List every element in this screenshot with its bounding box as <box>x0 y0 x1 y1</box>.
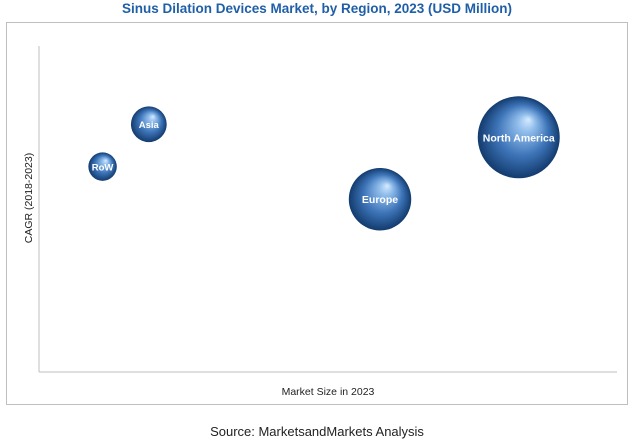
bubble-label-row: RoW <box>92 163 114 174</box>
bubble-asia <box>130 106 167 143</box>
source-note: Source: MarketsandMarkets Analysis <box>210 424 424 439</box>
bubble-label-north-america: North America <box>483 132 555 144</box>
chart-frame <box>6 22 628 405</box>
bubble-row <box>88 152 117 181</box>
bubble-north-america <box>477 96 560 179</box>
chart-title: Sinus Dilation Devices Market, by Region… <box>121 1 513 16</box>
bubble-europe <box>348 167 412 231</box>
bubble-label-europe: Europe <box>362 194 398 206</box>
y-axis-label: CAGR (2018-2023) <box>23 153 35 243</box>
x-axis-label: Market Size in 2023 <box>282 386 375 398</box>
bubble-label-asia: Asia <box>139 120 160 131</box>
bubble-group: North America Europe Asia RoW <box>88 96 560 231</box>
